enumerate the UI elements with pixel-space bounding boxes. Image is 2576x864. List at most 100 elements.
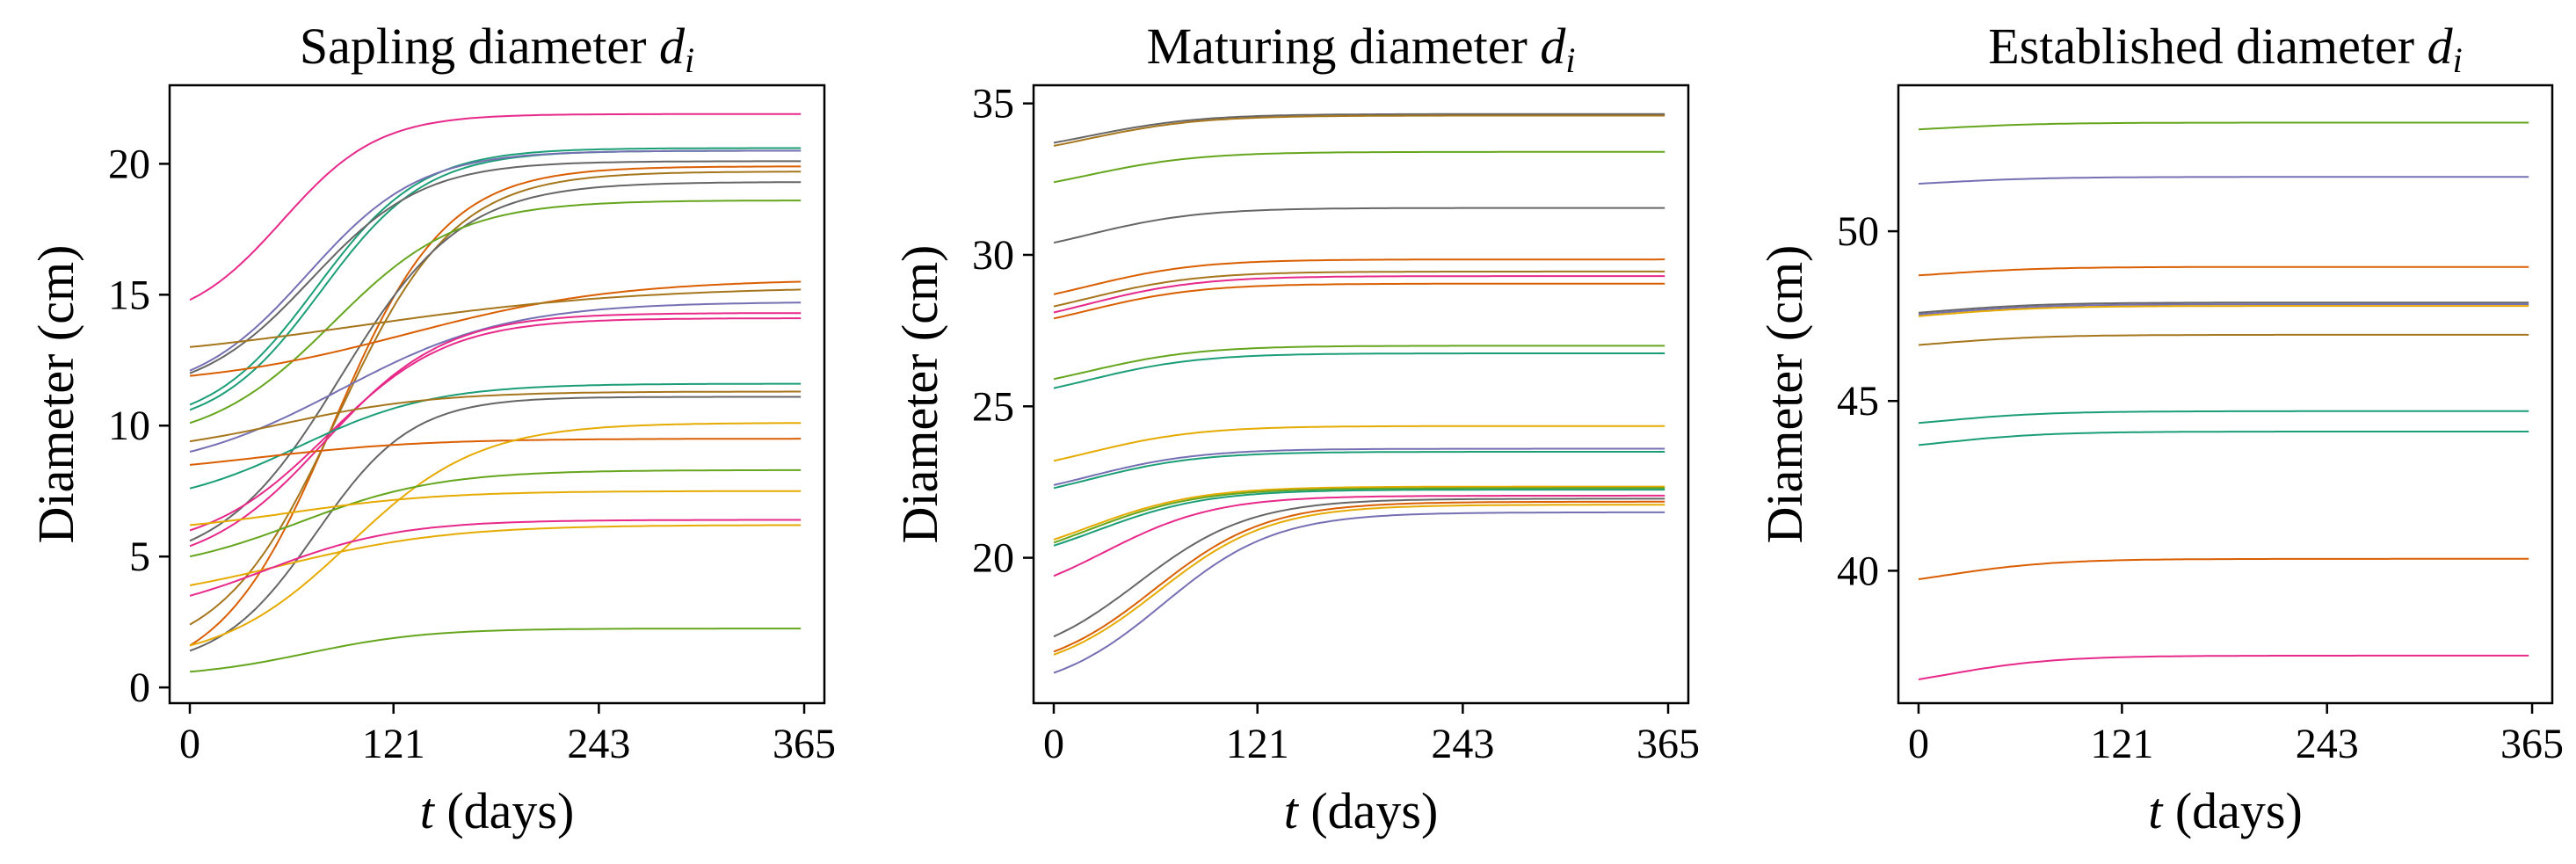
- x-tick-label: 121: [362, 721, 425, 767]
- chart-title-text: Sapling diameter: [300, 18, 659, 75]
- series-line-8: [1918, 410, 2529, 425]
- series-line-7: [1918, 333, 2529, 346]
- y-tick-label: 35: [972, 81, 1014, 127]
- series-line-15: [1053, 487, 1665, 544]
- chart-title-variable: d: [2427, 18, 2454, 75]
- y-tick-label: 45: [1837, 378, 1879, 425]
- x-tick-label: 121: [1226, 721, 1289, 767]
- chart-title-text: Established diameter: [1988, 18, 2427, 75]
- series-line-23: [189, 519, 802, 597]
- x-tick-label: 0: [1043, 721, 1064, 767]
- chart-title-subscript: i: [1565, 40, 1575, 80]
- y-tick-label: 40: [1837, 548, 1879, 594]
- series-line-11: [1918, 654, 2529, 680]
- series-line-19: [189, 422, 802, 647]
- series-line-11: [189, 288, 802, 348]
- x-axis-label-variable: t: [2148, 782, 2164, 839]
- y-axis-label: Diameter (cm): [27, 245, 84, 544]
- x-tick-label: 243: [1431, 721, 1494, 767]
- series-line-4: [1918, 301, 2529, 314]
- chart-title: Sapling diameter di: [300, 18, 694, 80]
- x-axis-label: t (days): [2148, 782, 2303, 839]
- x-tick-label: 365: [773, 721, 836, 767]
- series-line-16: [189, 390, 802, 443]
- series-line-15: [189, 382, 802, 490]
- x-axis-label-variable: t: [1284, 782, 1300, 839]
- y-tick-label: 25: [972, 383, 1014, 430]
- y-axis-label: Diameter (cm): [1756, 245, 1813, 544]
- plot-frame: [1897, 83, 2554, 705]
- series-line-10: [1053, 352, 1665, 389]
- series-line-21: [189, 490, 802, 526]
- series-line-10: [1918, 557, 2529, 580]
- series-line-16: [1053, 489, 1665, 547]
- x-axis-label-variable: t: [420, 782, 436, 839]
- series-line-5: [1053, 258, 1665, 295]
- series-line-1: [1918, 121, 2529, 131]
- series-line-5: [1918, 303, 2529, 316]
- series-line-14: [1053, 485, 1665, 541]
- x-axis-label-unit: (days): [434, 782, 574, 839]
- series-line-17: [1053, 494, 1665, 577]
- panel-established: 0 121 243 365 40 45 50 Established diameter di t…: [1756, 18, 2564, 839]
- chart-title-text: Maturing diameter: [1147, 18, 1541, 75]
- series-group: [1918, 121, 2529, 680]
- y-tick-label: 15: [108, 272, 150, 318]
- series-line-24: [189, 628, 802, 673]
- series-line-9: [1918, 431, 2529, 447]
- series-line-2: [189, 147, 802, 406]
- series-group: [1053, 113, 1665, 674]
- series-line-8: [1053, 282, 1665, 320]
- series-line-18: [189, 438, 802, 466]
- series-line-9: [189, 200, 802, 425]
- series-line-4: [1053, 207, 1665, 244]
- series-line-21: [1053, 511, 1665, 674]
- series-line-14: [189, 317, 802, 532]
- series-line-3: [1918, 265, 2529, 277]
- series-line-6: [1918, 305, 2529, 317]
- panel-sapling: 0 121 243 365 0 5 10 15 20 Sapling diameter di t (…: [27, 18, 836, 839]
- series-line-9: [1053, 345, 1665, 381]
- plot-frame: [168, 83, 826, 705]
- y-tick-label: 30: [972, 232, 1014, 279]
- x-axis-label: t (days): [420, 782, 575, 839]
- y-tick-label: 10: [108, 403, 150, 449]
- series-line-2: [1918, 176, 2529, 185]
- x-tick-label: 0: [179, 721, 200, 767]
- series-line-10: [189, 280, 802, 377]
- series-line-6: [189, 165, 802, 647]
- x-tick-label: 0: [1908, 721, 1929, 767]
- chart-title-subscript: i: [685, 40, 694, 80]
- series-line-13: [1053, 451, 1665, 490]
- y-tick-label: 20: [972, 535, 1014, 582]
- series-group: [189, 113, 802, 673]
- x-axis-label-unit: (days): [2162, 782, 2302, 839]
- x-axis-label: t (days): [1284, 782, 1439, 839]
- series-line-11: [1053, 425, 1665, 462]
- series-line-3: [1053, 150, 1665, 184]
- x-tick-label: 365: [2500, 721, 2564, 767]
- series-line-7: [189, 171, 802, 626]
- series-line-4: [189, 149, 802, 372]
- series-line-1: [1053, 113, 1665, 144]
- series-line-7: [1053, 275, 1665, 314]
- panel-maturing: 0 121 243 365 20 25 30 35 Maturing diameter di t …: [891, 18, 1700, 839]
- series-line-20: [189, 468, 802, 558]
- chart-title: Established diameter di: [1988, 18, 2462, 80]
- series-line-5: [189, 160, 802, 374]
- series-line-13: [189, 312, 802, 548]
- chart-title-variable: d: [659, 18, 686, 75]
- series-line-20: [1053, 504, 1665, 656]
- series-line-1: [189, 113, 802, 301]
- x-axis-label-unit: (days): [1298, 782, 1438, 839]
- chart-title: Maturing diameter di: [1147, 18, 1576, 80]
- chart-title-subscript: i: [2453, 40, 2463, 80]
- x-tick-label: 243: [2296, 721, 2359, 767]
- y-tick-label: 50: [1837, 208, 1879, 255]
- x-tick-label: 243: [567, 721, 630, 767]
- series-line-12: [189, 301, 802, 453]
- plot-frame: [1032, 83, 1690, 705]
- series-line-19: [1053, 500, 1665, 653]
- x-tick-label: 365: [1636, 721, 1700, 767]
